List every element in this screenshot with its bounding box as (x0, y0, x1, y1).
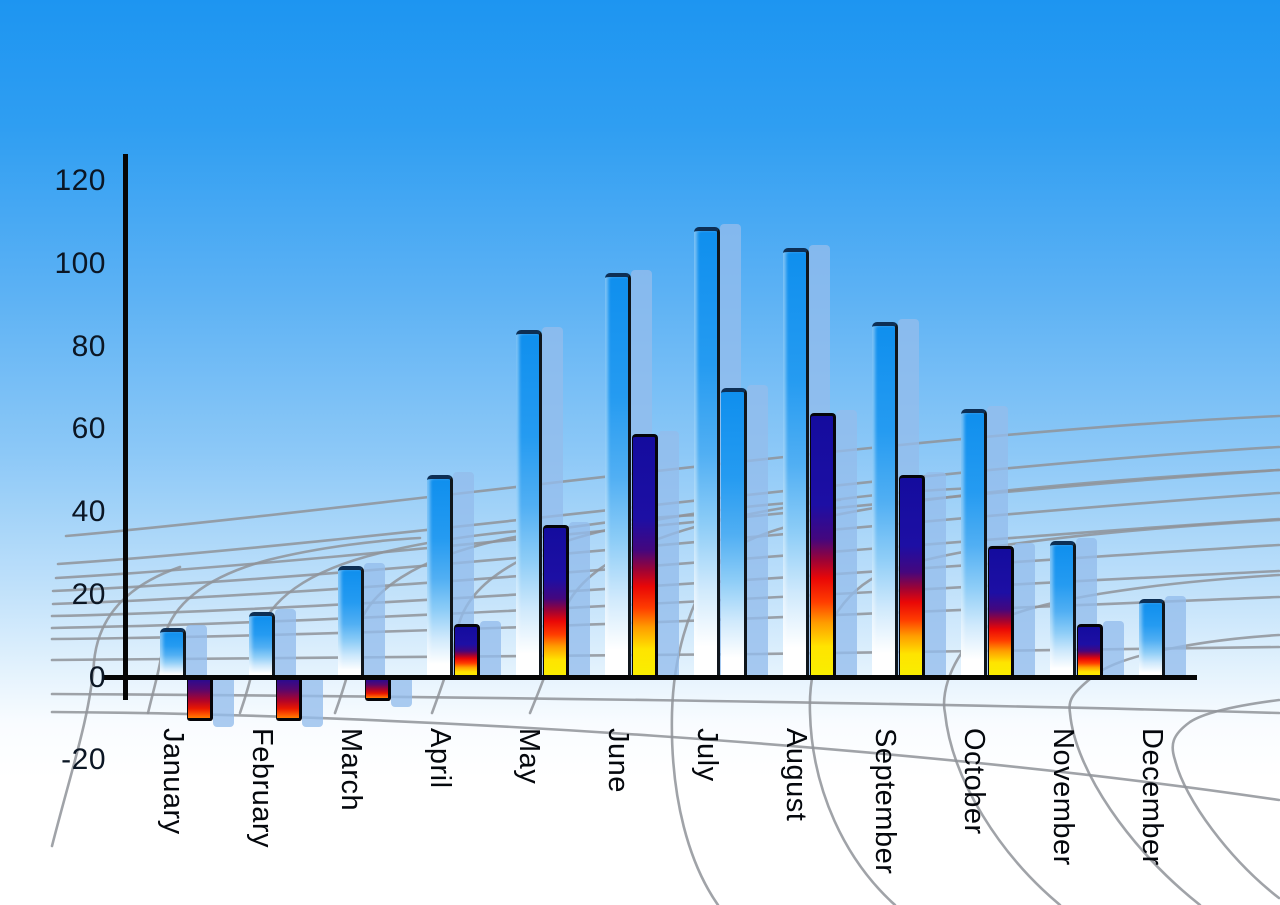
bar-secondary-april (454, 623, 480, 678)
bar-primary-september (872, 321, 898, 678)
x-label-july: July (691, 728, 723, 782)
bar-secondary-october (988, 545, 1014, 678)
x-label-february: February (246, 728, 278, 849)
bar-secondary-november (1077, 623, 1103, 678)
bar-secondary-march (365, 679, 391, 701)
y-tick-label-60: 60 (71, 412, 106, 446)
y-tick-label--20: -20 (61, 743, 106, 777)
bar-secondary-june (632, 433, 658, 678)
y-tick-label-20: 20 (71, 577, 106, 611)
x-label-may: May (513, 728, 545, 785)
bar-echo-secondary-september (925, 471, 946, 678)
bar-secondary-january (187, 679, 213, 721)
bar-echo-secondary-july (747, 384, 768, 678)
y-tick-label-40: 40 (71, 495, 106, 528)
x-label-january: January (157, 728, 189, 835)
x-label-april: April (424, 728, 456, 789)
bar-echo-secondary-january (213, 679, 234, 727)
bar-secondary-august (810, 412, 836, 678)
bar-secondary-july (721, 387, 747, 678)
bar-secondary-february (276, 679, 302, 721)
bar-primary-november (1050, 540, 1076, 678)
bar-primary-january (160, 627, 186, 678)
bar-secondary-may (543, 524, 569, 678)
bar-echo-march (364, 562, 385, 678)
bar-echo-january (186, 624, 207, 678)
y-tick-label-120: 120 (54, 164, 106, 197)
bar-echo-secondary-august (836, 409, 857, 678)
bar-primary-june (605, 272, 631, 678)
bar-primary-may (516, 329, 542, 678)
bar-echo-secondary-april (480, 620, 501, 678)
x-label-march: March (335, 728, 367, 812)
x-label-september: September (869, 728, 901, 875)
bar-primary-february (249, 611, 275, 678)
x-axis-zero-line (103, 675, 1197, 680)
x-label-october: October (958, 728, 990, 835)
x-label-december: December (1136, 728, 1168, 866)
bar-echo-secondary-may (569, 521, 590, 678)
y-tick-label-100: 100 (54, 246, 106, 280)
bar-secondary-september (899, 474, 925, 678)
x-label-june: June (602, 728, 634, 793)
bar-primary-august (783, 247, 809, 678)
y-axis-line (123, 154, 128, 700)
bar-primary-december (1139, 598, 1165, 678)
x-label-november: November (1047, 728, 1079, 866)
bar-primary-october (961, 408, 987, 678)
bar-echo-secondary-november (1103, 620, 1124, 678)
bar-primary-april (427, 474, 453, 678)
bar-echo-december (1165, 595, 1186, 678)
bar-echo-secondary-february (302, 679, 323, 727)
bar-echo-secondary-june (658, 430, 679, 678)
y-tick-label-0: 0 (88, 660, 106, 694)
y-tick-label-80: 80 (71, 329, 106, 363)
bar-primary-july (694, 226, 720, 678)
bar-echo-secondary-march (391, 679, 412, 707)
bar-echo-february (275, 608, 296, 678)
x-label-august: August (780, 728, 812, 822)
bar-echo-secondary-october (1014, 542, 1035, 678)
bar-primary-march (338, 565, 364, 678)
